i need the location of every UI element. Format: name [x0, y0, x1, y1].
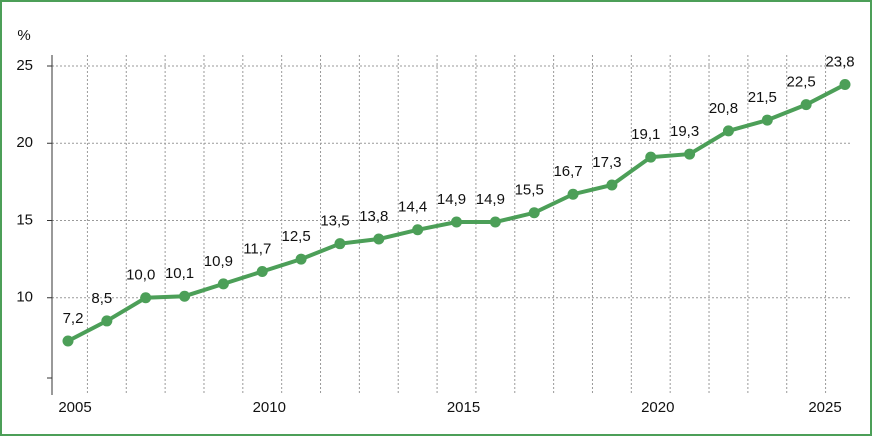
line — [67, 82, 846, 343]
point — [140, 292, 152, 304]
x-tick-label: 2025 — [808, 399, 841, 416]
data-label: 12,5 — [281, 228, 310, 245]
point — [62, 335, 74, 347]
x-tick-label: 2020 — [641, 399, 674, 416]
data-label: 13,8 — [359, 208, 388, 225]
point — [217, 278, 229, 290]
x-tick-label: 2015 — [447, 399, 480, 416]
data-label: 20,8 — [709, 100, 738, 117]
point — [489, 216, 501, 228]
y-tick-label: 10 — [16, 289, 33, 306]
point — [412, 224, 424, 236]
data-label: 15,5 — [515, 182, 544, 199]
data-label: 14,9 — [437, 191, 466, 208]
data-label: 10,0 — [126, 267, 155, 284]
data-label: 14,4 — [398, 199, 427, 216]
point — [101, 315, 113, 327]
point — [451, 216, 462, 228]
y-axis-unit: % — [17, 27, 30, 44]
point — [334, 238, 346, 250]
point — [800, 99, 812, 111]
point — [645, 151, 657, 163]
y-tick-label: 20 — [16, 134, 33, 151]
data-label: 8,5 — [91, 290, 112, 307]
point — [295, 253, 307, 265]
data-label: 23,8 — [825, 54, 854, 71]
y-tick-label: 25 — [16, 57, 33, 74]
data-label: 10,9 — [204, 253, 233, 270]
data-label: 17,3 — [592, 154, 621, 171]
point — [528, 207, 540, 219]
point — [839, 79, 851, 91]
point — [373, 233, 385, 245]
point — [256, 265, 268, 277]
point — [722, 125, 734, 137]
y-tick-label: 15 — [16, 211, 33, 228]
data-label: 11,7 — [243, 240, 271, 257]
point — [761, 114, 773, 126]
data-label: 21,5 — [748, 89, 777, 106]
point — [684, 148, 696, 160]
x-tick-label: 2010 — [253, 399, 286, 416]
data-label: 13,5 — [320, 213, 349, 230]
data-label: 10,1 — [165, 265, 194, 282]
data-label: 16,7 — [553, 163, 582, 180]
data-label: 22,5 — [787, 74, 816, 91]
point — [179, 290, 191, 302]
data-label: 19,1 — [631, 126, 660, 143]
point — [606, 179, 618, 191]
point — [567, 188, 579, 200]
data-label: 14,9 — [476, 191, 505, 208]
x-tick-label: 2005 — [58, 399, 91, 416]
data-label: 19,3 — [670, 123, 699, 140]
data-label: 7,2 — [63, 310, 84, 327]
